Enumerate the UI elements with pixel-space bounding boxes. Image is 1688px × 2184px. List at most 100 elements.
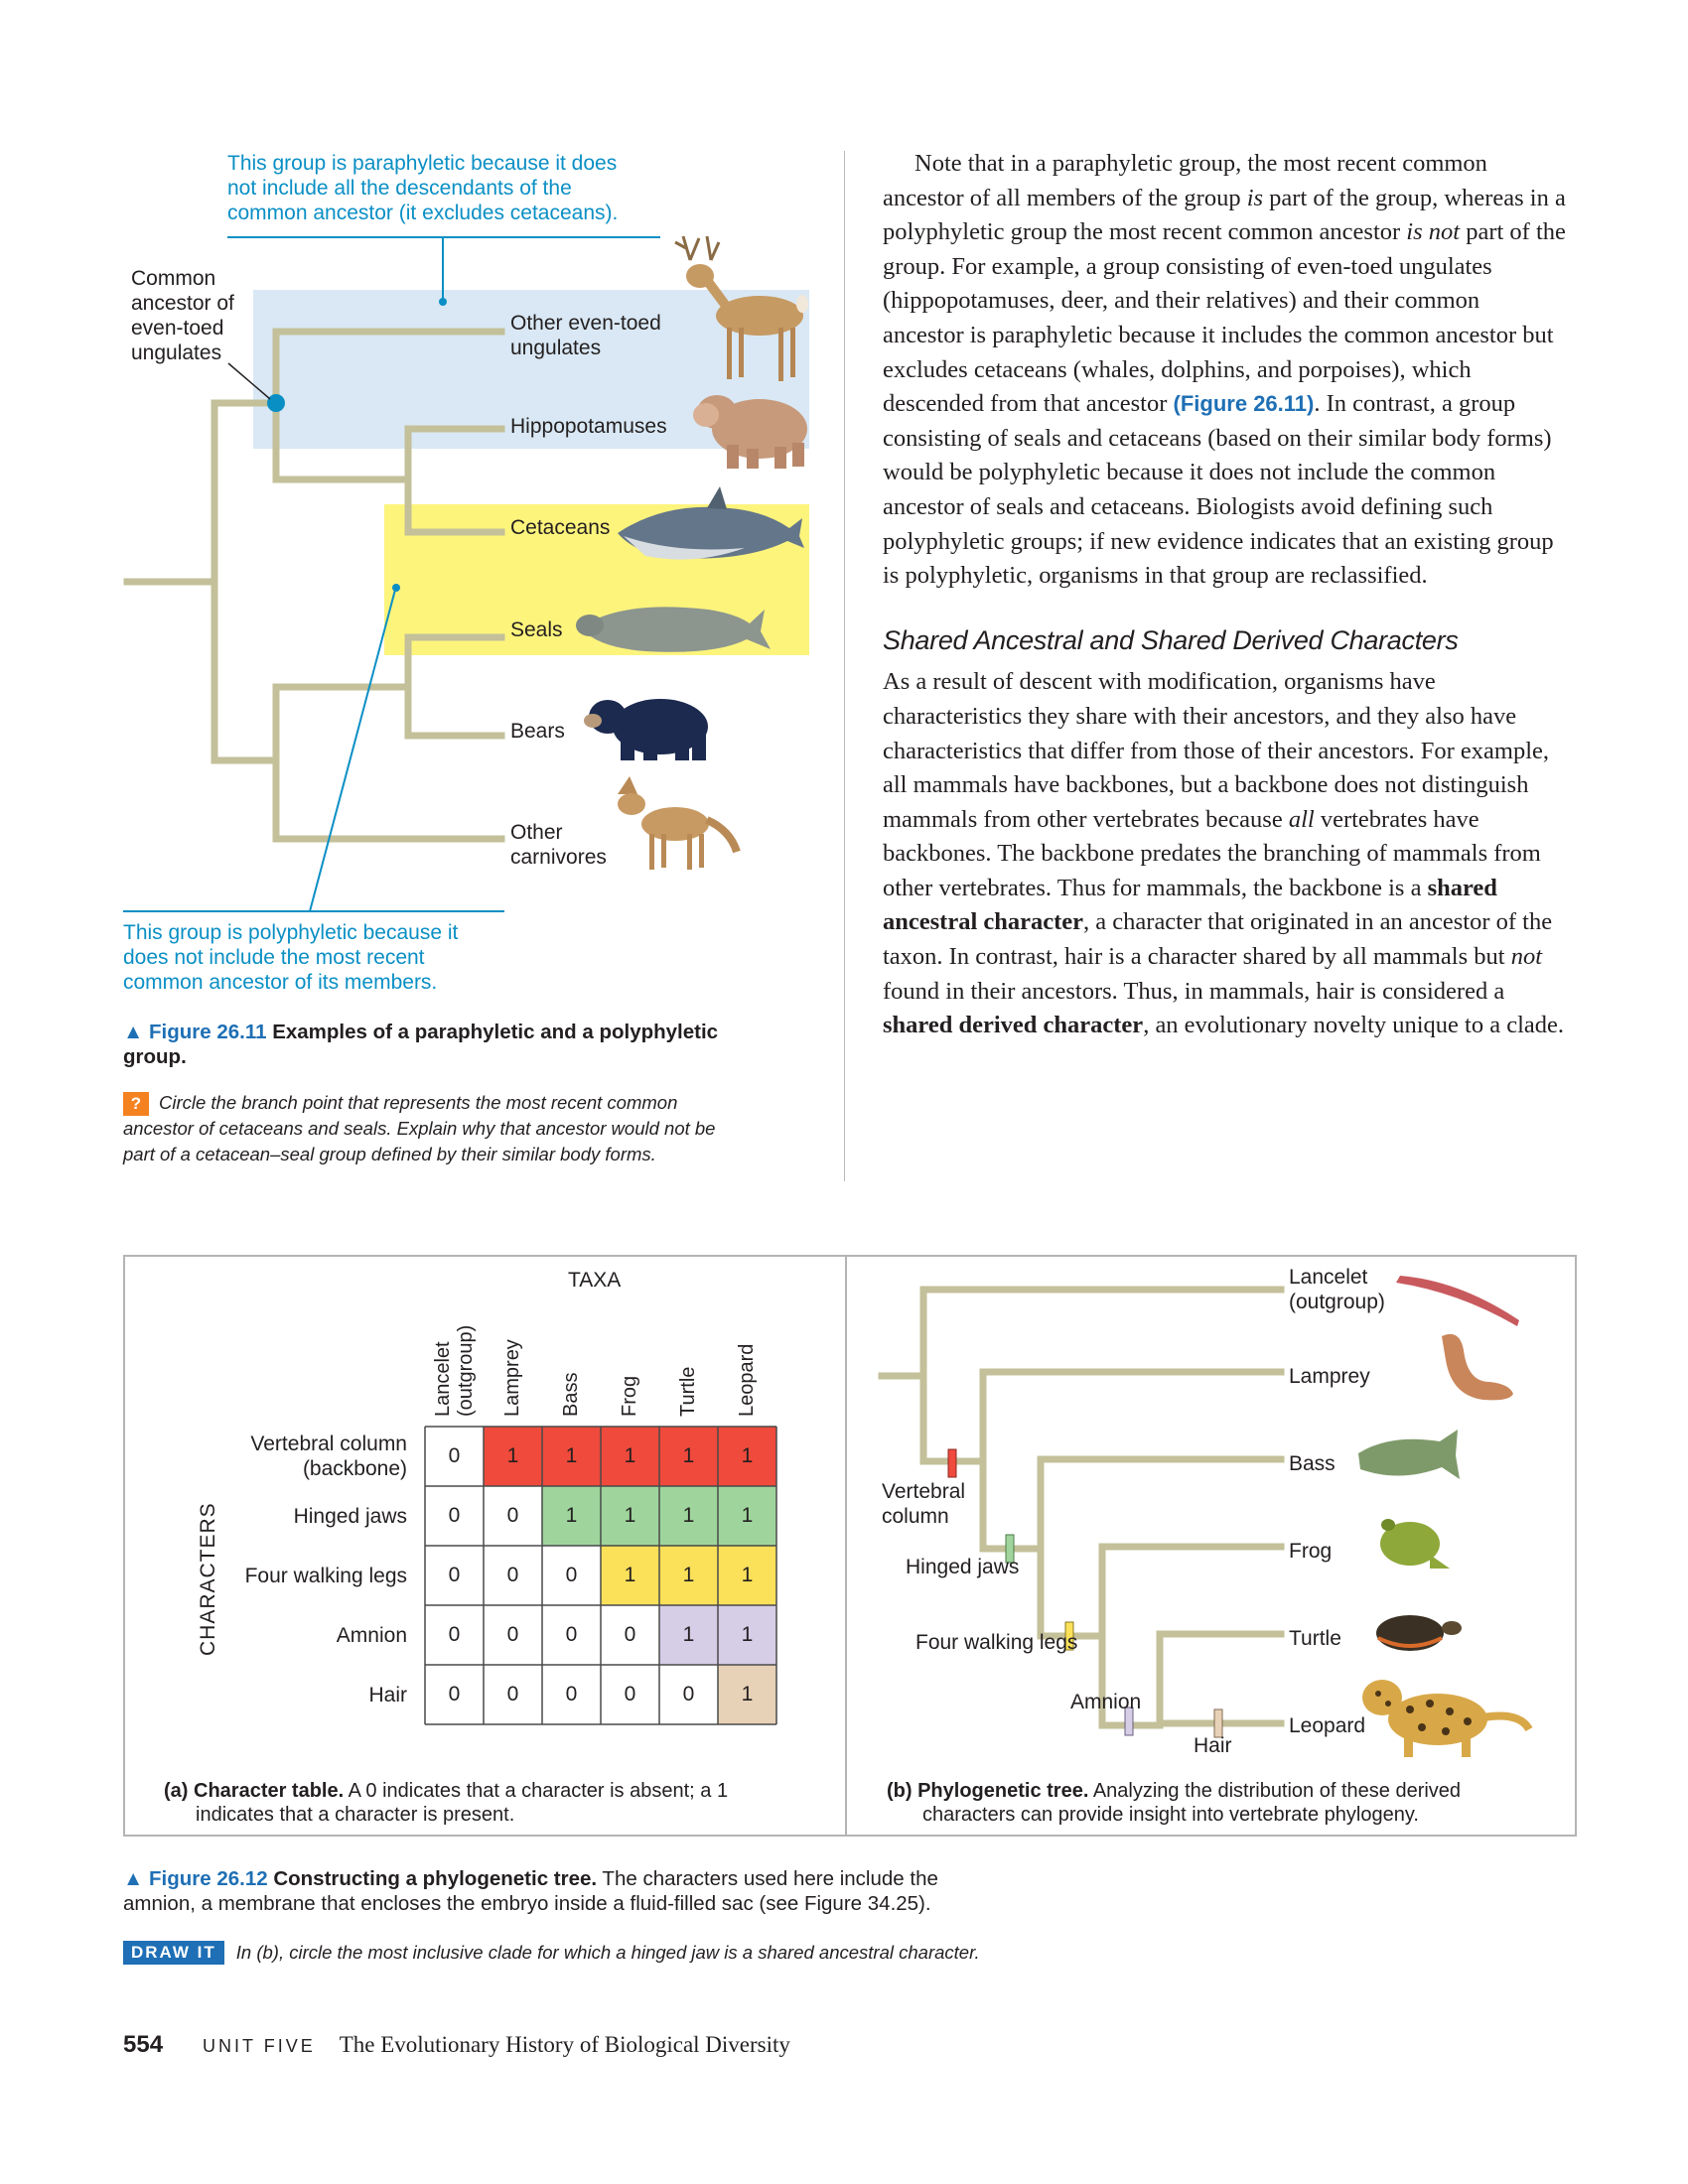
tree-taxon-label-line: Bass — [1289, 1452, 1336, 1475]
label-line: ungulates — [510, 337, 602, 359]
tree-taxon-label-line: Leopard — [1289, 1714, 1366, 1737]
row-label-line: Hair — [368, 1683, 407, 1706]
paragraph-paraphyletic: Note that in a paraphyletic group, the m… — [883, 150, 1566, 590]
hinged-jaws-marker — [1005, 1534, 1015, 1564]
tree-character-label: Hair — [1194, 1733, 1232, 1758]
table-cell: 1 — [718, 1427, 776, 1486]
tree-taxon-label-line: (outgroup) — [1289, 1291, 1385, 1313]
draw-it-text: In (b), circle the most inclusive clade … — [235, 1942, 980, 1963]
tree-taxon-label: Turtle — [1289, 1626, 1341, 1651]
figure-title: Examples of a paraphyletic and a polyphy… — [272, 1021, 719, 1043]
callout-line: This group is polyphyletic because it — [123, 921, 459, 944]
tree-taxon-label-line: Lancelet — [1289, 1266, 1368, 1289]
figure-label: ▲ Figure 26.11 — [123, 1021, 267, 1043]
label-line: ungulates — [131, 341, 222, 364]
figure-title-cont: group. — [123, 1045, 187, 1068]
caption-b: (b) Phylogenetic tree. Analyzing the dis… — [887, 1779, 1572, 1827]
taxon-carnivores: Other carnivores — [510, 820, 607, 870]
table-cell: 1 — [484, 1427, 542, 1486]
callout-line: not include all the descendants of the — [227, 177, 572, 200]
tree-taxon-label: Bass — [1289, 1451, 1336, 1476]
draw-it-prompt: DRAW IT In (b), circle the most inclusiv… — [123, 1941, 1414, 1965]
ancestor-label: Common ancestor of even-toed ungulates — [131, 266, 234, 365]
table-cell: 0 — [542, 1665, 601, 1724]
tree-character-label-line: Hair — [1194, 1734, 1232, 1757]
table-cell: 0 — [484, 1605, 542, 1665]
column-divider — [844, 151, 845, 1181]
table-cell: 0 — [425, 1665, 484, 1724]
tree-character-label-line: Four walking legs — [915, 1631, 1078, 1654]
page-number: 554 — [123, 2031, 164, 2058]
tree-taxon-label-line: Lamprey — [1289, 1365, 1370, 1388]
table-cell: 1 — [718, 1605, 776, 1665]
leopard-illustration — [1362, 1680, 1533, 1757]
figure-26-12-divider — [845, 1257, 847, 1835]
question-line: part of a cetacean–seal group defined by… — [123, 1144, 656, 1164]
caption-text: The characters used here include the — [597, 1867, 938, 1890]
taxon-hippos: Hippopotamuses — [510, 415, 667, 438]
label-line: carnivores — [510, 846, 607, 869]
tree-character-label-line: column — [882, 1505, 949, 1528]
table-cell: 1 — [601, 1427, 659, 1486]
label-line: even-toed — [131, 317, 224, 340]
table-cell: 0 — [659, 1665, 718, 1724]
caption-b-text-cont: characters can provide insight into vert… — [922, 1804, 1419, 1826]
table-cell: 1 — [718, 1486, 776, 1546]
callout-line: does not include the most recent — [123, 946, 425, 969]
table-cell: 0 — [425, 1546, 484, 1605]
tree-character-label: Amnion — [1070, 1690, 1141, 1714]
lancelet-illustration — [1396, 1276, 1519, 1326]
caption-a: (a) Character table. A 0 indicates that … — [164, 1779, 839, 1827]
table-cell: 0 — [484, 1665, 542, 1724]
table-cell: 1 — [601, 1486, 659, 1546]
row-label-line: Vertebral column — [250, 1433, 407, 1455]
row-label-line: (backbone) — [302, 1457, 407, 1480]
table-cell: 0 — [484, 1546, 542, 1605]
turtle-illustration — [1376, 1615, 1462, 1651]
callout-line: This group is paraphyletic because it do… — [227, 152, 618, 175]
row-label: Hair — [199, 1683, 407, 1707]
table-cell: 1 — [542, 1486, 601, 1546]
tree-taxon-label: Lancelet (outgroup) — [1289, 1265, 1385, 1314]
tree-character-label: Hinged jaws — [906, 1555, 1019, 1579]
book-title: The Evolutionary History of Biological D… — [339, 2032, 790, 2057]
question-line: Circle the branch point that represents … — [159, 1092, 678, 1113]
caption-b-text: Analyzing the distribution of these deri… — [1088, 1780, 1462, 1802]
vertebral-column-marker — [947, 1448, 957, 1478]
table-cell: 1 — [718, 1546, 776, 1605]
unit-label: UNIT FIVE — [203, 2036, 316, 2056]
caption-a-text: A 0 indicates that a character is absent… — [344, 1780, 729, 1802]
taxon-even-toed: Other even-toed ungulates — [510, 311, 661, 360]
coyote-illustration — [618, 776, 741, 870]
label-line: ancestor of — [131, 292, 234, 315]
hippo-illustration — [693, 395, 807, 469]
four-legs-marker — [1064, 1621, 1074, 1651]
table-grid — [424, 1426, 777, 1725]
caption-text-cont: amnion, a membrane that encloses the emb… — [123, 1892, 931, 1915]
frog-illustration — [1380, 1519, 1450, 1569]
table-cell: 0 — [425, 1427, 484, 1486]
table-cell: 0 — [542, 1605, 601, 1665]
bass-illustration — [1358, 1430, 1460, 1479]
callout-line: common ancestor (it excludes cetaceans). — [227, 202, 619, 224]
taxon-seals: Seals — [510, 618, 563, 641]
paragraph-characters: As a result of descent with modification… — [883, 668, 1565, 1039]
ancestor-node-marker — [267, 394, 285, 412]
table-cell: 1 — [601, 1546, 659, 1605]
body-text-column: Note that in a paraphyletic group, the m… — [883, 147, 1566, 1043]
table-cell: 1 — [542, 1427, 601, 1486]
figure-26-11-caption: ▲ Figure 26.11 Examples of a paraphyleti… — [123, 1020, 818, 1069]
figure-26-11-tree — [123, 235, 808, 912]
figure-title: Constructing a phylogenetic tree. — [273, 1867, 598, 1890]
table-cell: 0 — [542, 1546, 601, 1605]
tree-character-label-line: Hinged jaws — [906, 1556, 1020, 1578]
figure-ref-26-11[interactable]: (Figure 26.11) — [1173, 391, 1315, 417]
tree-character-label-line: Vertebral — [882, 1480, 966, 1503]
caption-a-text-cont: indicates that a character is present. — [196, 1804, 515, 1826]
question-badge: ? — [123, 1092, 149, 1116]
paraphyletic-callout: This group is paraphyletic because it do… — [227, 151, 684, 225]
question-line: ancestor of cetaceans and seals. Explain… — [123, 1118, 716, 1139]
amnion-marker — [1124, 1706, 1134, 1736]
table-cell: 1 — [718, 1665, 776, 1724]
page-footer: 554 UNIT FIVE The Evolutionary History o… — [123, 2031, 790, 2059]
